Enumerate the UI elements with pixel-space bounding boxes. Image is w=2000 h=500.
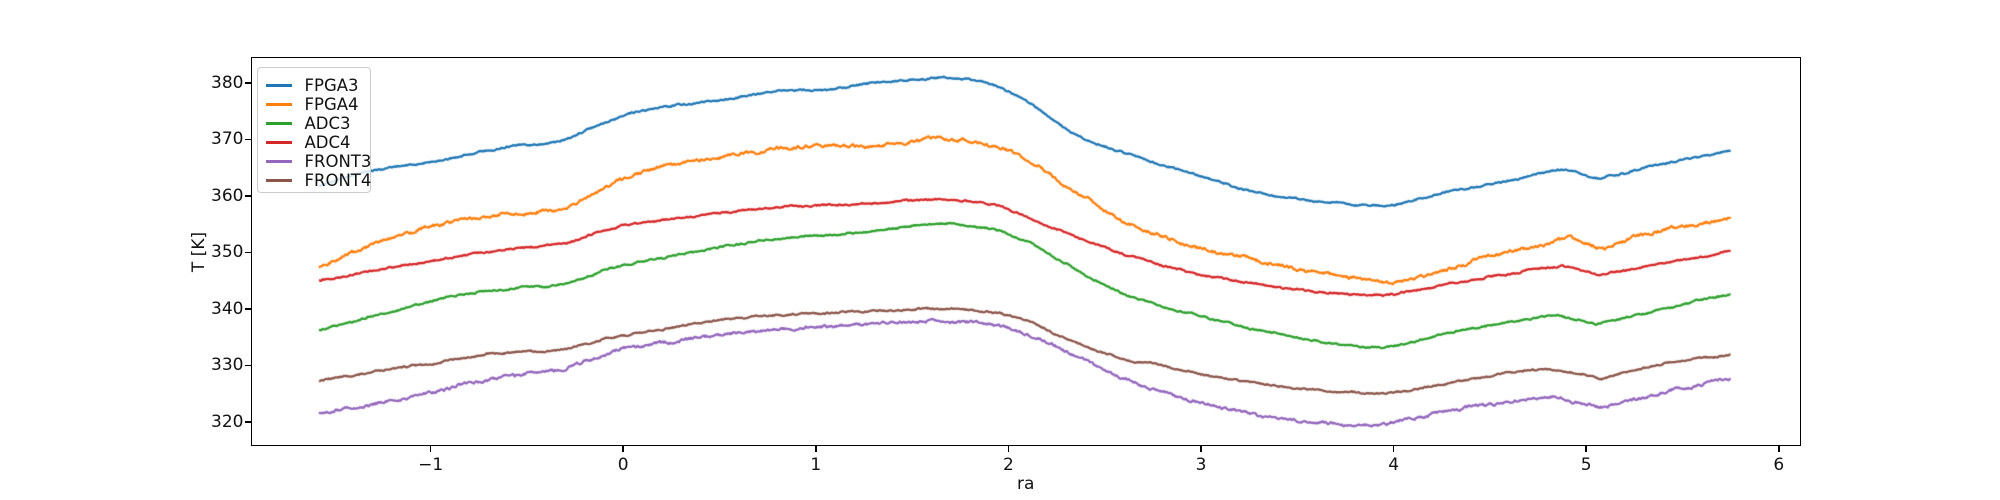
legend-entry: FPGA4 xyxy=(265,95,360,114)
legend-label: FPGA3 xyxy=(304,76,359,95)
legend-label: FRONT4 xyxy=(304,171,372,190)
legend-entry: FRONT3 xyxy=(265,152,371,171)
x-tick-mark xyxy=(1007,445,1010,452)
y-tick-mark xyxy=(244,421,251,423)
y-tick-label: 360 xyxy=(211,185,244,206)
plot-area-border xyxy=(250,57,1801,446)
y-tick-label: 330 xyxy=(211,355,244,376)
x-tick-mark xyxy=(429,445,432,452)
legend-label: ADC4 xyxy=(304,133,351,152)
y-tick-mark xyxy=(244,82,251,84)
x-axis-label: ra xyxy=(1017,474,1035,494)
x-tick-label: 0 xyxy=(617,455,629,475)
x-tick-label: 4 xyxy=(1388,455,1400,475)
legend: FPGA3 FPGA4 ADC3 ADC4 FRONT3 FRONT4 xyxy=(256,67,371,193)
x-tick-label: 5 xyxy=(1580,455,1592,475)
x-tick-mark xyxy=(1778,445,1780,452)
legend-entry: FRONT4 xyxy=(265,171,371,190)
legend-label: ADC3 xyxy=(304,114,351,133)
x-tick-mark xyxy=(622,445,624,452)
y-tick-mark xyxy=(244,364,251,367)
legend-line-sample-icon xyxy=(265,84,292,87)
legend-label: FRONT3 xyxy=(304,152,372,171)
x-tick-mark xyxy=(1392,445,1395,452)
y-axis-label: T [K] xyxy=(189,231,209,272)
y-tick-label: 350 xyxy=(211,242,244,263)
y-tick-label: 340 xyxy=(211,298,244,319)
y-tick-label: 320 xyxy=(211,411,244,432)
legend-entry: ADC4 xyxy=(265,133,360,152)
y-tick-label: 370 xyxy=(211,129,244,150)
y-tick-mark xyxy=(244,251,251,254)
x-tick-mark xyxy=(815,445,817,452)
x-tick-label: 2 xyxy=(1002,455,1014,475)
y-tick-label: 380 xyxy=(211,72,244,93)
x-tick-label: −1 xyxy=(418,455,444,475)
legend-line-sample-icon xyxy=(265,179,292,182)
x-tick-label: 6 xyxy=(1773,455,1785,475)
legend-entry: ADC3 xyxy=(265,114,360,133)
legend-line-sample-icon xyxy=(265,103,292,106)
x-tick-mark xyxy=(1200,445,1202,452)
legend-line-sample-icon xyxy=(265,160,292,163)
y-tick-mark xyxy=(244,138,251,141)
x-tick-mark xyxy=(1585,445,1587,452)
legend-label: FPGA4 xyxy=(304,95,359,114)
legend-line-sample-icon xyxy=(265,122,292,125)
y-tick-mark xyxy=(244,308,251,310)
y-tick-mark xyxy=(244,195,251,197)
x-tick-label: 3 xyxy=(1195,455,1207,475)
legend-entry: FPGA3 xyxy=(265,76,360,95)
x-tick-label: 1 xyxy=(810,455,822,475)
legend-line-sample-icon xyxy=(265,141,292,144)
